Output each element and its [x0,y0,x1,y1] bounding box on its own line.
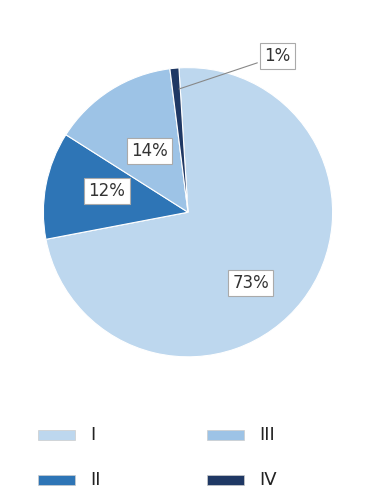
Text: 73%: 73% [232,274,269,291]
FancyBboxPatch shape [207,430,244,440]
Text: 12%: 12% [88,182,125,200]
Wedge shape [66,69,188,212]
Text: II: II [90,471,101,489]
FancyBboxPatch shape [207,475,244,485]
FancyBboxPatch shape [38,430,75,440]
Text: 1%: 1% [179,47,291,89]
Text: IV: IV [259,471,277,489]
Wedge shape [170,68,188,212]
Wedge shape [46,68,333,357]
FancyBboxPatch shape [38,475,75,485]
Text: 14%: 14% [131,142,168,160]
Text: III: III [259,426,275,444]
Wedge shape [43,134,188,240]
Text: I: I [90,426,96,444]
